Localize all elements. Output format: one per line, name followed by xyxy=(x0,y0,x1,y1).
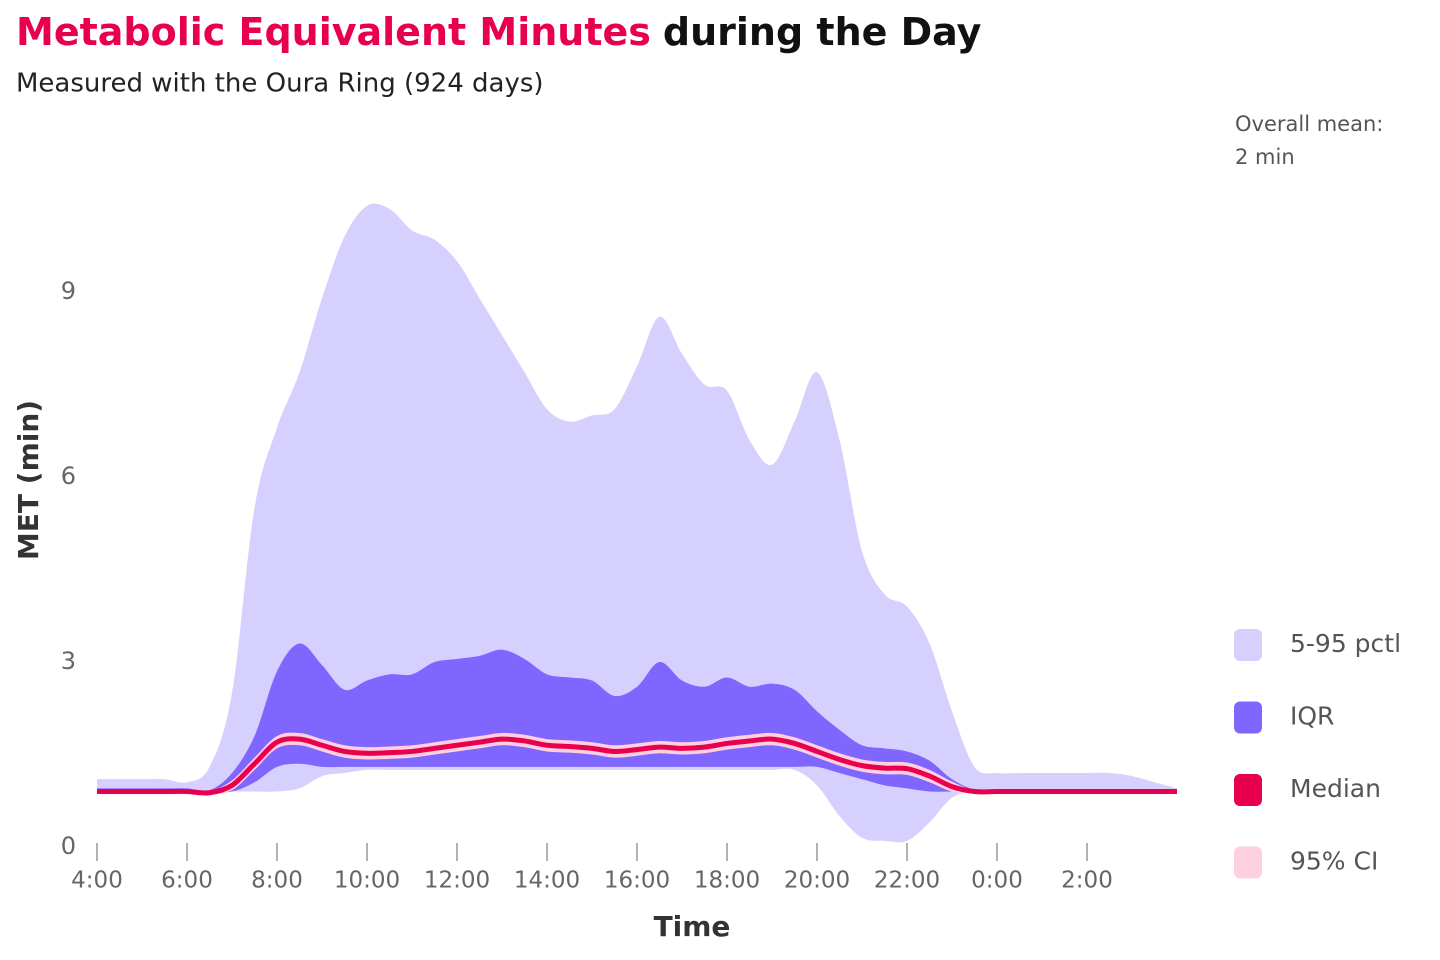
legend-label: 95% CI xyxy=(1290,847,1378,876)
annotation: Overall mean: xyxy=(1235,112,1383,136)
legend-swatch xyxy=(1234,701,1262,734)
legend-swatch xyxy=(1234,629,1262,661)
y-tick-label: 3 xyxy=(61,647,76,675)
x-tick-label: 22:00 xyxy=(874,868,940,894)
title-rest: during the Day xyxy=(663,10,982,54)
chart-title: Metabolic Equivalent Minutes during the D… xyxy=(16,10,982,54)
band xyxy=(97,732,1177,795)
annotation: 2 min xyxy=(1235,145,1295,169)
median-line xyxy=(97,736,1177,796)
x-tick-label: 2:00 xyxy=(1061,868,1113,894)
subtitle: Measured with the Oura Ring (924 days) xyxy=(16,69,544,99)
legend-swatch xyxy=(1234,846,1262,879)
x-axis-label: Time xyxy=(654,910,731,943)
x-tick-label: 0:00 xyxy=(971,868,1023,894)
x-tick-label: 20:00 xyxy=(784,868,850,894)
x-tick-label: 14:00 xyxy=(514,868,580,894)
x-tick-label: 12:00 xyxy=(424,868,490,894)
y-axis-label: MET (min) xyxy=(12,400,45,560)
y-tick-label: 6 xyxy=(61,462,76,490)
x-tick-label: 8:00 xyxy=(251,868,303,894)
y-tick-label: 9 xyxy=(61,277,76,305)
plot-area xyxy=(97,203,1177,843)
x-tick-label: 18:00 xyxy=(694,868,760,894)
title-highlight: Metabolic Equivalent Minutes xyxy=(16,10,651,54)
legend-label: Median xyxy=(1290,774,1381,803)
legend-label: 5-95 pctl xyxy=(1290,629,1401,658)
x-tick-label: 16:00 xyxy=(604,868,670,894)
x-tick-label: 10:00 xyxy=(334,868,400,894)
x-tick-label: 4:00 xyxy=(71,868,123,894)
legend-swatch xyxy=(1234,774,1262,806)
x-tick-label: 6:00 xyxy=(161,868,213,894)
y-tick-label: 0 xyxy=(61,832,76,860)
legend-label: IQR xyxy=(1290,702,1334,731)
